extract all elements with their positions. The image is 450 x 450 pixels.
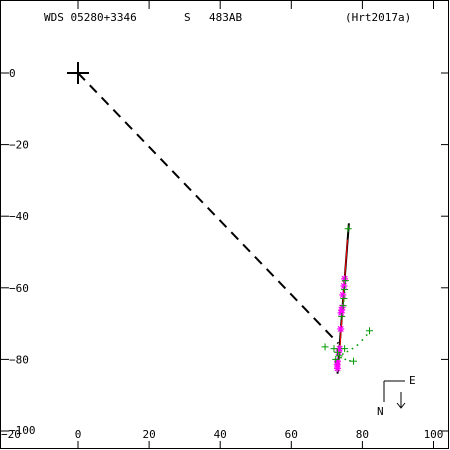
- y-tick-label: −40: [9, 210, 29, 223]
- compass: E N: [377, 374, 416, 418]
- star-marker-d2: [334, 365, 341, 372]
- y-min-corner-label: −100: [9, 424, 36, 437]
- star-marker-d2: [339, 291, 346, 299]
- y-tick-label: 0: [9, 67, 16, 80]
- trail-dot: [346, 350, 349, 353]
- orbit-lines: [67, 62, 350, 374]
- trail-dot: [340, 356, 342, 359]
- x-tick-label: 60: [285, 428, 298, 441]
- x-tick-label: 40: [214, 428, 227, 441]
- trail-dot: [361, 339, 364, 341]
- x-tick-label: 100: [424, 428, 444, 441]
- reference-label: (Hrt2017a): [345, 11, 411, 24]
- y-tick-label: −80: [9, 353, 29, 366]
- trail-dot: [341, 353, 344, 355]
- trail-dot: [356, 344, 359, 346]
- y-tick-label: −60: [9, 282, 29, 295]
- trail-dot: [365, 334, 368, 336]
- trail-dot: [344, 358, 347, 361]
- compass-north-label: N: [377, 405, 384, 418]
- y-tick-label: −20: [9, 139, 29, 152]
- x-tick-label: 20: [142, 428, 155, 441]
- star-marker-d2: [340, 282, 347, 290]
- observation-marks: [321, 225, 374, 372]
- dashed-connector-line: [77, 72, 339, 344]
- x-min-corner-label: −20: [1, 428, 21, 441]
- x-tick-label: 80: [356, 428, 369, 441]
- grade-label: S: [184, 11, 191, 24]
- star-marker-d2: [337, 325, 344, 333]
- wds-id-label: WDS 05280+3346: [44, 11, 137, 24]
- compass-east-label: E: [409, 374, 416, 387]
- trail-dot: [351, 347, 354, 350]
- compass-motion-arrow-head: [396, 402, 406, 409]
- x-tick-label: 0: [75, 428, 82, 441]
- discoverer-label: 483AB: [209, 11, 242, 24]
